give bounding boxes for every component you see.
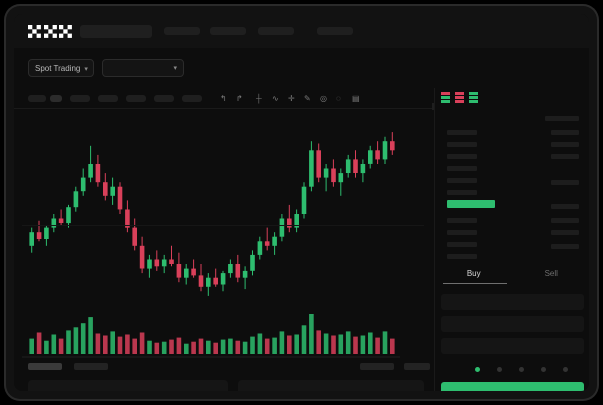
candlestick-canvas <box>22 132 400 358</box>
top-navigation-bar <box>14 14 589 48</box>
crosshair-icon[interactable]: ✛ <box>288 94 295 103</box>
pagination-dot-2[interactable] <box>497 367 502 372</box>
orderbook-row-size <box>551 130 579 135</box>
orderbook-row-size <box>551 142 579 147</box>
bottom-tab-bar <box>14 359 432 375</box>
pagination-dot-3[interactable] <box>519 367 524 372</box>
interval-7[interactable] <box>182 95 202 102</box>
nav-item-1[interactable] <box>164 27 200 35</box>
orderbook-trade-panel: Buy Sell <box>434 88 589 391</box>
nav-item-4[interactable] <box>317 27 353 35</box>
tablet-device-frame: Spot Trading ▾ ▾ ↰ ↱ ┼ <box>6 6 597 399</box>
order-amount-field[interactable] <box>441 316 584 332</box>
buy-sell-tabs[interactable]: Buy Sell <box>435 266 589 286</box>
pagination-dot-4[interactable] <box>541 367 546 372</box>
orderbook-bids-icon[interactable] <box>469 92 478 103</box>
pencil-icon[interactable]: ✎ <box>304 94 311 103</box>
tab-buy[interactable]: Buy <box>466 269 481 278</box>
order-total-field[interactable] <box>441 338 584 354</box>
pagination-dot-1[interactable] <box>475 367 480 372</box>
chevron-down-icon: ▾ <box>84 66 88 73</box>
interval-2-active[interactable] <box>50 95 62 102</box>
interval-1[interactable] <box>28 95 46 102</box>
search-input[interactable] <box>80 25 152 38</box>
bottom-tab-active[interactable] <box>28 363 62 370</box>
interval-6[interactable] <box>154 95 174 102</box>
submit-order-button[interactable] <box>441 382 584 391</box>
orderbook-asks-icon[interactable] <box>455 92 464 103</box>
price-chart[interactable] <box>14 109 432 359</box>
orderbook-row-price <box>447 242 477 247</box>
trash-icon[interactable]: ▤ <box>352 94 360 103</box>
interval-5[interactable] <box>126 95 146 102</box>
orderbook-row-size <box>551 180 579 185</box>
orderbook-last-price <box>447 200 495 208</box>
orderbook-row-size <box>551 244 579 249</box>
orderbook-row-price <box>447 166 477 171</box>
orderbook-row-size <box>551 230 579 235</box>
interval-4[interactable] <box>98 95 118 102</box>
redo-icon[interactable]: ↱ <box>236 94 243 103</box>
chevron-down-icon: ▾ <box>173 65 177 72</box>
orderbook-row-price <box>447 142 477 147</box>
orderbook-row-price <box>447 254 477 259</box>
chart-divider <box>22 225 424 226</box>
orderbook-row-size <box>551 204 579 209</box>
orderbook-both-icon[interactable] <box>441 92 450 103</box>
tab-active-underline <box>443 283 507 284</box>
app-screen: Spot Trading ▾ ▾ ↰ ↱ ┼ <box>14 14 589 391</box>
bottom-tab-3[interactable] <box>360 363 394 370</box>
orderbook-header-right <box>545 116 579 121</box>
bottom-card-left[interactable] <box>28 380 228 391</box>
magnet-icon[interactable]: ◎ <box>320 94 327 103</box>
orderbook-row-price <box>447 130 477 135</box>
nav-item-2[interactable] <box>210 27 246 35</box>
eye-icon[interactable]: ◌ <box>336 94 341 103</box>
orderbook-row-price <box>447 190 477 195</box>
pair-selector[interactable]: ▾ <box>102 59 184 77</box>
candlestick-icon[interactable]: ┼ <box>256 94 262 103</box>
market-toolbar: Spot Trading ▾ ▾ <box>14 48 589 117</box>
tab-sell[interactable]: Sell <box>544 269 558 278</box>
market-type-selector[interactable]: Spot Trading ▾ <box>28 59 94 77</box>
orderbook-row-price <box>447 154 477 159</box>
orderbook-row-size <box>551 154 579 159</box>
orderbook-row-price <box>447 218 477 223</box>
undo-icon[interactable]: ↰ <box>220 94 227 103</box>
orderbook-row-price <box>447 178 477 183</box>
bottom-tab-4[interactable] <box>404 363 430 370</box>
order-price-field[interactable] <box>441 294 584 310</box>
bottom-tab-2[interactable] <box>74 363 108 370</box>
interval-3[interactable] <box>70 95 90 102</box>
pagination-dots[interactable] <box>435 364 589 376</box>
orderbook-row-size <box>551 218 579 223</box>
orderbook-view-tabs[interactable] <box>441 92 478 103</box>
market-type-label: Spot Trading <box>35 64 81 73</box>
chart-toolbar: ↰ ↱ ┼ ∿ ✛ ✎ ◎ ◌ ▤ <box>14 88 432 109</box>
pagination-dot-5[interactable] <box>563 367 568 372</box>
nav-item-3[interactable] <box>258 27 294 35</box>
line-chart-icon[interactable]: ∿ <box>272 94 279 103</box>
orderbook-row-price <box>447 230 477 235</box>
okx-logo-icon[interactable] <box>28 25 72 39</box>
bottom-card-right[interactable] <box>238 380 424 391</box>
